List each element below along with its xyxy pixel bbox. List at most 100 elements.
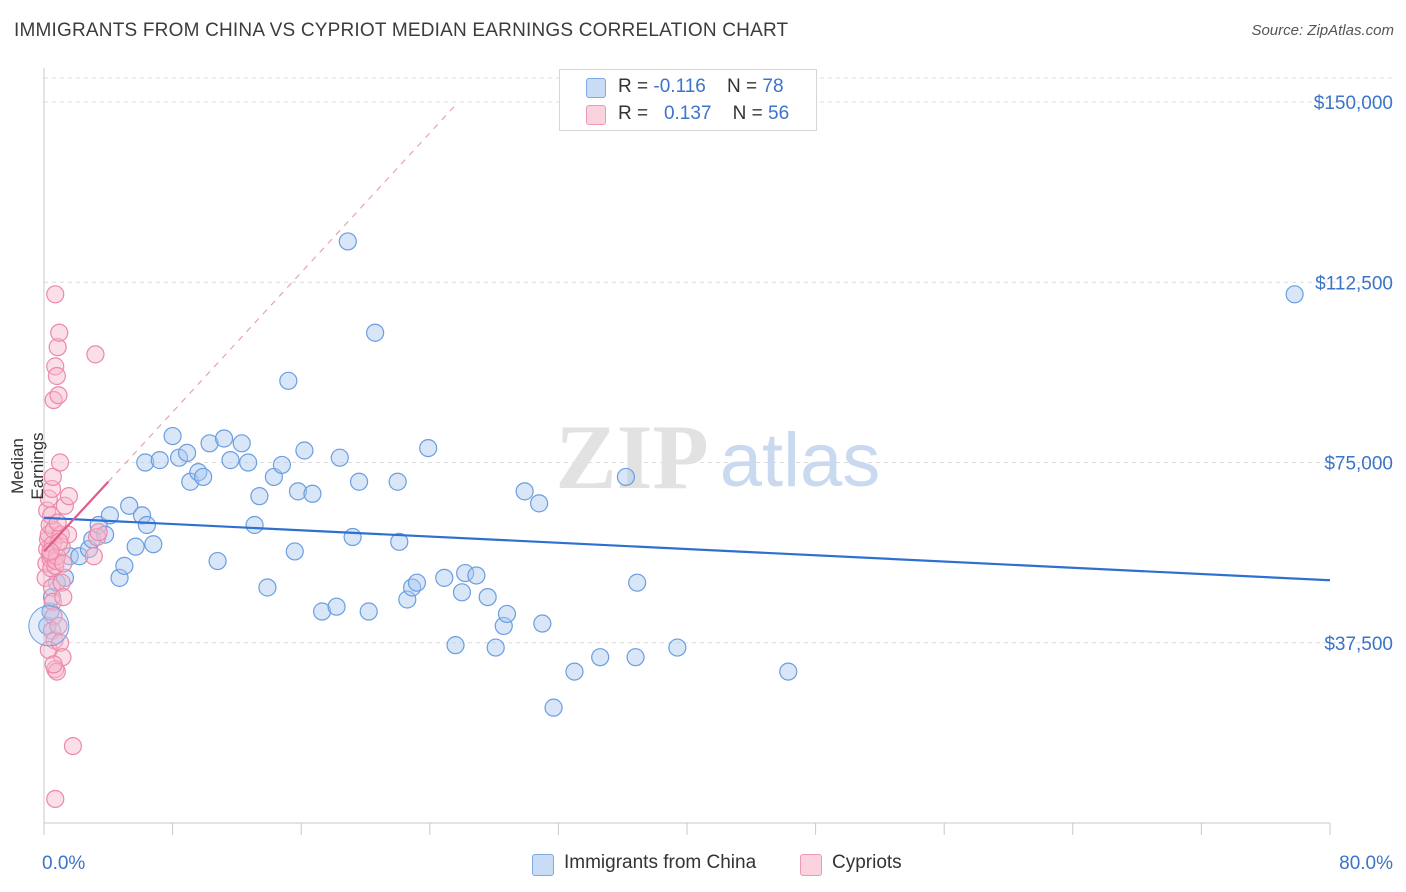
point-china	[120, 496, 139, 515]
point-china	[435, 568, 454, 587]
point-china	[366, 323, 385, 342]
point-china	[115, 556, 134, 575]
point-china	[258, 578, 277, 597]
point-cypriots	[48, 338, 67, 357]
point-china	[456, 563, 475, 583]
point-china	[478, 587, 497, 607]
point-china	[70, 547, 89, 566]
legend-stats-china: R = -0.116 N = 78	[618, 76, 784, 98]
point-china	[177, 443, 197, 463]
point-china	[530, 494, 549, 513]
point-china	[628, 573, 647, 592]
trend-lines	[107, 106, 455, 483]
point-china	[208, 551, 227, 571]
point-china	[194, 467, 213, 487]
point-china	[55, 568, 74, 587]
point-cypriots	[50, 453, 70, 472]
point-cypriots	[52, 573, 71, 592]
legend-swatch-cypriots	[586, 105, 606, 125]
point-china	[486, 638, 505, 657]
data-points	[28, 232, 1331, 809]
point-china	[330, 448, 349, 467]
point-china	[446, 636, 465, 655]
point-china	[494, 616, 513, 636]
chart-title: IMMIGRANTS FROM CHINA VS CYPRIOT MEDIAN …	[14, 20, 789, 41]
point-china	[126, 537, 145, 556]
legend-n-label: N =	[726, 76, 758, 97]
watermark-zip: ZIP	[555, 406, 708, 508]
legend-r-value-china: -0.116	[653, 76, 706, 97]
axes	[43, 68, 1331, 835]
point-china	[150, 451, 169, 470]
point-china	[419, 438, 438, 458]
point-cypriots	[46, 789, 65, 809]
point-china	[232, 434, 251, 453]
point-china	[467, 566, 486, 585]
point-cypriots	[42, 506, 61, 525]
y-tick-label: $75,000	[1324, 454, 1393, 475]
bottom-legend-label-china: Immigrants from China	[564, 852, 757, 873]
point-china	[544, 698, 563, 717]
point-cypriots	[54, 554, 73, 573]
stats-legend: R = -0.116 N = 78 R = 0.137 N = 56	[559, 69, 817, 131]
y-axis-label: Median Earnings	[8, 432, 47, 500]
point-china	[144, 535, 163, 554]
point-cypriots	[59, 487, 79, 506]
legend-n-value-china: 78	[762, 76, 784, 97]
point-china	[239, 453, 258, 472]
point-china	[407, 573, 427, 592]
point-china	[285, 542, 304, 561]
point-china	[200, 434, 219, 453]
point-china	[398, 590, 417, 609]
point-china	[1285, 285, 1304, 304]
point-china	[452, 583, 472, 602]
point-china	[110, 568, 129, 587]
point-china	[359, 602, 378, 621]
point-cypriots	[48, 513, 67, 532]
point-china	[295, 441, 314, 460]
trend-line-cypriots	[43, 480, 110, 553]
point-china	[390, 532, 409, 551]
point-china	[132, 506, 152, 525]
point-cypriots	[84, 547, 103, 566]
point-china	[272, 455, 292, 475]
point-cypriots	[49, 386, 68, 405]
point-cypriots	[49, 616, 68, 636]
point-cluster-china	[28, 605, 70, 647]
point-china	[626, 648, 645, 667]
y-tick-label: $112,500	[1315, 273, 1393, 294]
trend-extension-cypriots	[107, 106, 455, 483]
point-china	[565, 662, 584, 681]
point-china	[327, 597, 346, 616]
point-china	[163, 426, 182, 446]
point-china	[779, 662, 798, 681]
point-china	[515, 482, 534, 501]
bottom-legend-swatch-cypriots	[800, 854, 822, 876]
bottom-legend-swatch-china	[532, 854, 554, 876]
point-china	[279, 371, 298, 390]
point-cypriots	[47, 366, 66, 386]
point-china	[288, 482, 308, 501]
point-china	[245, 515, 264, 535]
y-tick-label: $150,000	[1314, 93, 1393, 114]
point-cypriots	[86, 345, 105, 364]
point-china	[221, 451, 240, 470]
point-cypriots	[43, 467, 62, 487]
x-tick-label: 80.0%	[1339, 853, 1393, 874]
point-china	[343, 527, 362, 547]
point-china	[591, 648, 610, 667]
x-tick-label: 0.0%	[42, 853, 85, 874]
point-china	[136, 453, 155, 472]
point-cypriots	[44, 607, 63, 626]
point-china	[100, 506, 120, 525]
legend-r-label: R =	[618, 103, 649, 124]
point-cypriots	[54, 587, 73, 607]
axis-tick-labels: $37,500 $75,000 $112,500 $150,000 0.0% 80.0%	[42, 93, 1393, 874]
source-credit: Source: ZipAtlas.com	[1251, 22, 1394, 39]
point-china	[137, 515, 156, 535]
gridlines	[44, 77, 1395, 644]
bottom-legend-label-cypriots: Cypriots	[832, 852, 902, 873]
legend-n-label: N =	[732, 103, 763, 124]
point-china	[497, 604, 517, 624]
